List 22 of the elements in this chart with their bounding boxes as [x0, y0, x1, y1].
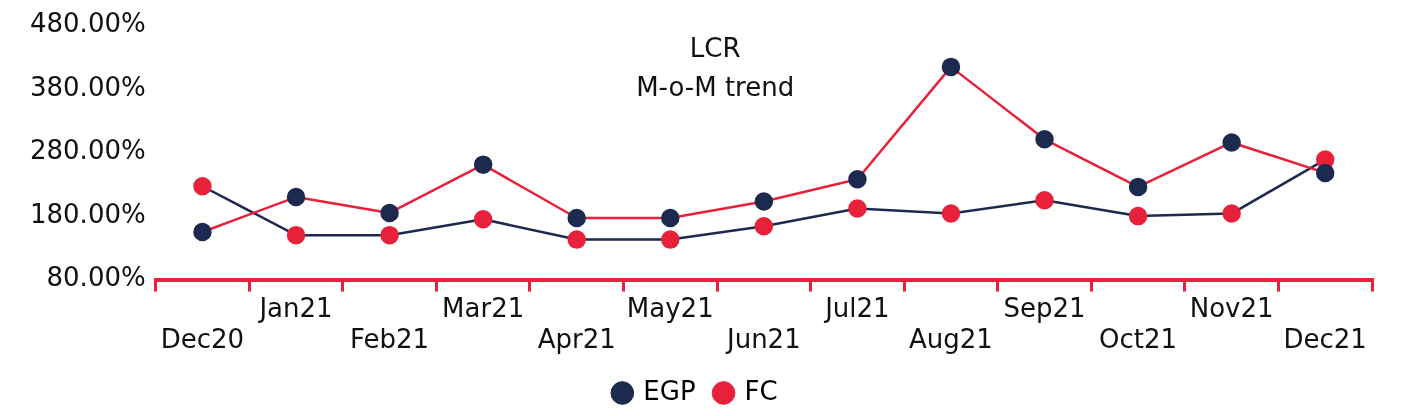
x-tick-label: Dec21 — [1283, 324, 1367, 355]
y-tick-label: 480.00% — [29, 8, 146, 39]
y-tick-label: 380.00% — [29, 71, 146, 102]
x-tick-label: Dec20 — [160, 324, 245, 355]
x-tick-label: Mar21 — [442, 292, 525, 323]
legend-label: EGP — [643, 375, 696, 406]
legend-label: FC — [744, 375, 778, 406]
x-tick-label: Jul21 — [823, 292, 890, 323]
x-tick-label: May21 — [626, 292, 714, 323]
y-tick-label: 180.00% — [29, 198, 146, 229]
x-tick-label: Nov21 — [1189, 292, 1274, 323]
x-tick-label: Apr21 — [537, 324, 616, 355]
x-tick-label: Sep21 — [1003, 292, 1086, 323]
x-tick-label: Aug21 — [909, 324, 993, 355]
y-tick-label: 80.00% — [46, 262, 146, 293]
y-tick-label: 280.00% — [29, 135, 146, 166]
x-tick-label: Oct21 — [1099, 324, 1178, 355]
chart-title: LCR — [689, 32, 741, 63]
x-tick-label: Feb21 — [350, 324, 430, 355]
text: M-o-M trend — [636, 71, 795, 102]
x-tick-label: Jan21 — [257, 292, 333, 323]
x-tick-label: Jun21 — [724, 324, 801, 355]
